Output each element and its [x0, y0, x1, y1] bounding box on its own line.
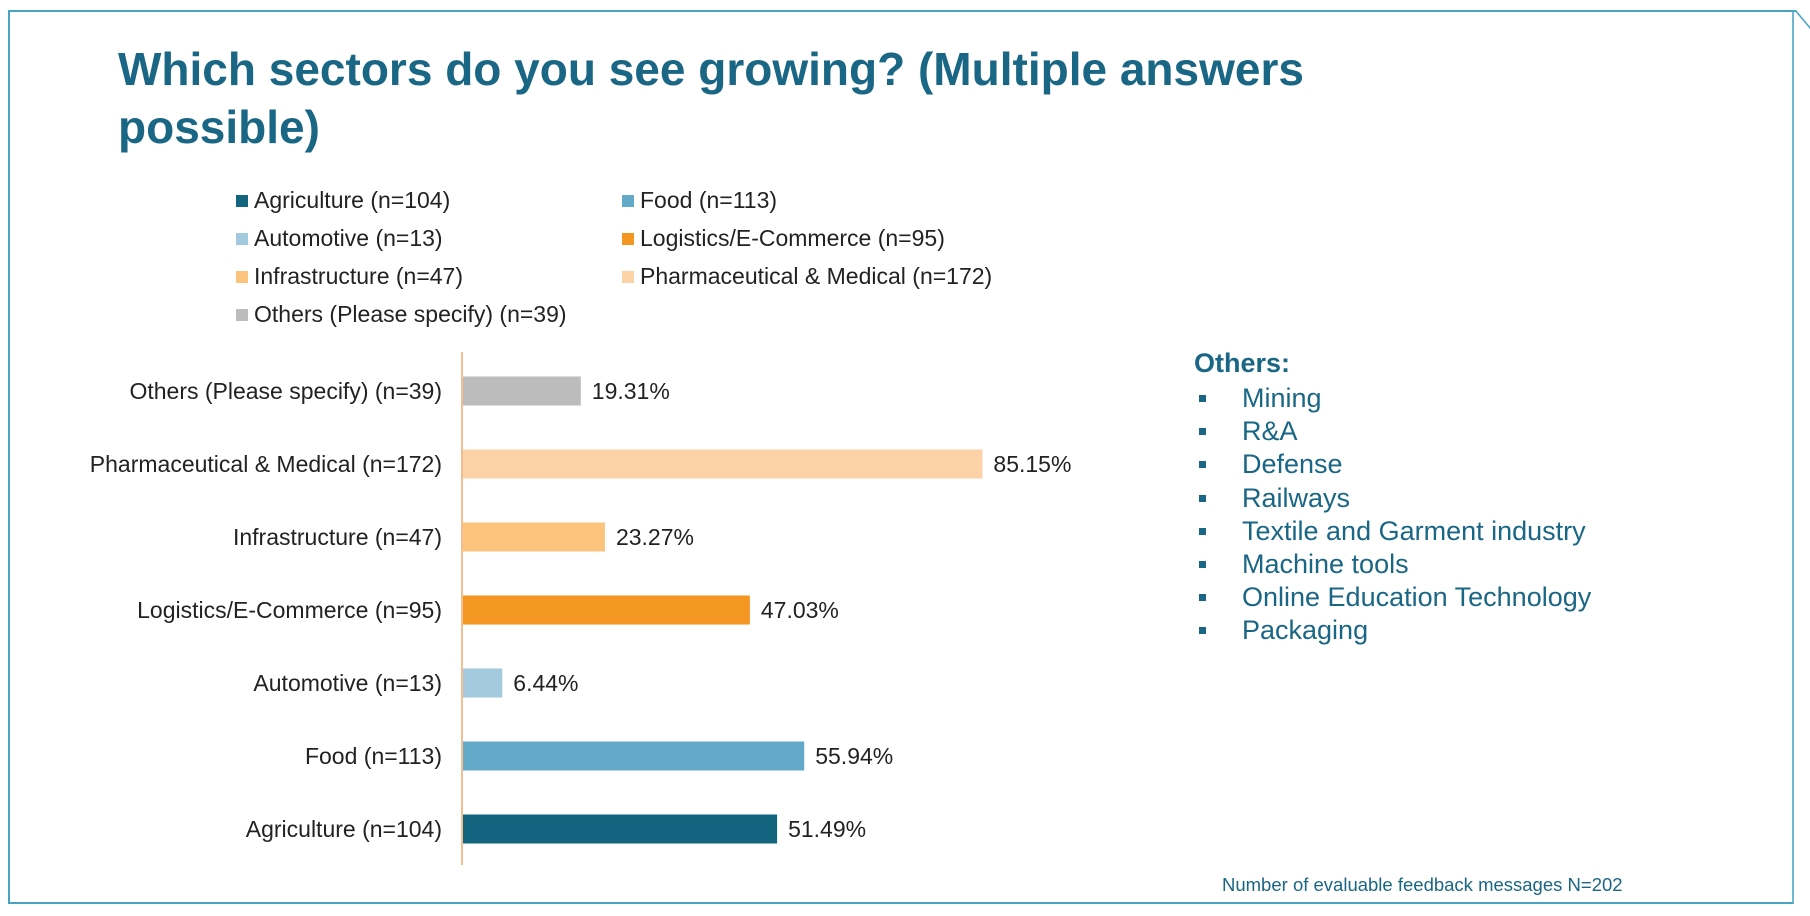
others-item-label: Defense [1242, 449, 1343, 480]
bar [463, 449, 983, 479]
others-list-item: R&A [1194, 415, 1634, 448]
data-label: 47.03% [761, 597, 839, 623]
others-item-label: Railways [1242, 482, 1351, 513]
others-title: Others: [1194, 348, 1291, 378]
legend-swatch-automotive [236, 232, 248, 245]
legend-item-others: Others (Please specify) (n=39) [236, 300, 622, 329]
page-title: Which sectors do you see growing? (Multi… [118, 43, 1304, 153]
others-box: Others: Mining R&A Defense Railways Text… [1194, 346, 1634, 648]
others-list-item: Packaging [1194, 614, 1634, 647]
bar [463, 741, 805, 771]
legend-swatch-others [236, 308, 248, 321]
bar-chart: Others (Please specify) (n=39) 19.31% Phar… [90, 352, 1071, 865]
others-list-item: Mining [1194, 382, 1634, 415]
legend-swatch-food [622, 194, 634, 207]
legend-label-infrastructure: Infrastructure (n=47) [254, 263, 464, 289]
category-tick-label: Infrastructure (n=47) [233, 524, 442, 550]
legend-label-others: Others (Please specify) (n=39) [254, 301, 567, 327]
bullet-icon [1199, 461, 1206, 469]
legend-label-agriculture: Agriculture (n=104) [254, 187, 451, 213]
bullet-icon [1199, 594, 1206, 602]
others-list-item: Railways [1194, 482, 1634, 515]
others-list-item: Defense [1194, 448, 1634, 481]
bullet-icon [1199, 561, 1206, 569]
legend-item-automotive: Automotive (n=13) [236, 224, 622, 253]
data-label: 51.49% [788, 816, 866, 842]
data-label: 55.94% [815, 743, 893, 769]
legend-item-logistics: Logistics/E-Commerce (n=95) [622, 224, 1022, 253]
bullet-icon [1199, 494, 1206, 502]
category-tick-label: Automotive (n=13) [253, 670, 442, 696]
data-label: 6.44% [513, 670, 578, 696]
category-tick-label: Pharmaceutical & Medical (n=172) [90, 451, 442, 477]
bar [463, 668, 503, 698]
others-item-label: Textile and Garment industry [1242, 515, 1586, 546]
category-tick-label: Others (Please specify) (n=39) [129, 378, 442, 404]
legend-label-automotive: Automotive (n=13) [254, 225, 443, 251]
legend-swatch-infrastructure [236, 270, 248, 283]
legend-label-food: Food (n=113) [640, 187, 778, 213]
chart-legend: Agriculture (n=104) Food (n=113) Automot… [236, 186, 1036, 329]
category-tick-label: Agriculture (n=104) [246, 816, 442, 842]
others-list-item: Online Education Technology [1194, 581, 1634, 614]
bar [463, 376, 581, 406]
legend-swatch-logistics [622, 232, 634, 245]
legend-label-logistics: Logistics/E-Commerce (n=95) [640, 225, 945, 251]
others-list-item: Textile and Garment industry [1194, 515, 1634, 548]
slide-frame [8, 10, 1794, 904]
others-list-item: Machine tools [1194, 548, 1634, 581]
bar [463, 522, 605, 552]
data-label: 23.27% [616, 524, 694, 550]
legend-item-pharma: Pharmaceutical & Medical (n=172) [622, 262, 1022, 291]
others-list: Mining R&A Defense Railways Textile and … [1194, 382, 1634, 648]
legend-item-infrastructure: Infrastructure (n=47) [236, 262, 622, 291]
others-item-label: Packaging [1242, 615, 1369, 646]
legend-item-food: Food (n=113) [622, 186, 1022, 215]
legend-label-pharma: Pharmaceutical & Medical (n=172) [640, 263, 993, 289]
legend-item-agriculture: Agriculture (n=104) [236, 186, 622, 215]
legend-swatch-agriculture [236, 194, 248, 207]
bullet-icon [1199, 395, 1206, 403]
footnote: Number of evaluable feedback messages N=… [1222, 874, 1623, 895]
data-label: 19.31% [592, 378, 670, 404]
others-item-label: R&A [1242, 416, 1298, 447]
bar [463, 814, 778, 844]
bullet-icon [1199, 527, 1206, 535]
others-item-label: Online Education Technology [1242, 582, 1592, 613]
others-item-label: Mining [1242, 383, 1322, 414]
bullet-icon [1199, 627, 1206, 635]
others-item-label: Machine tools [1242, 549, 1409, 580]
category-tick-label: Logistics/E-Commerce (n=95) [137, 597, 442, 623]
legend-swatch-pharma [622, 270, 634, 283]
category-tick-label: Food (n=113) [305, 743, 442, 769]
data-label: 85.15% [993, 451, 1071, 477]
bullet-icon [1199, 428, 1206, 436]
bar [463, 595, 750, 625]
